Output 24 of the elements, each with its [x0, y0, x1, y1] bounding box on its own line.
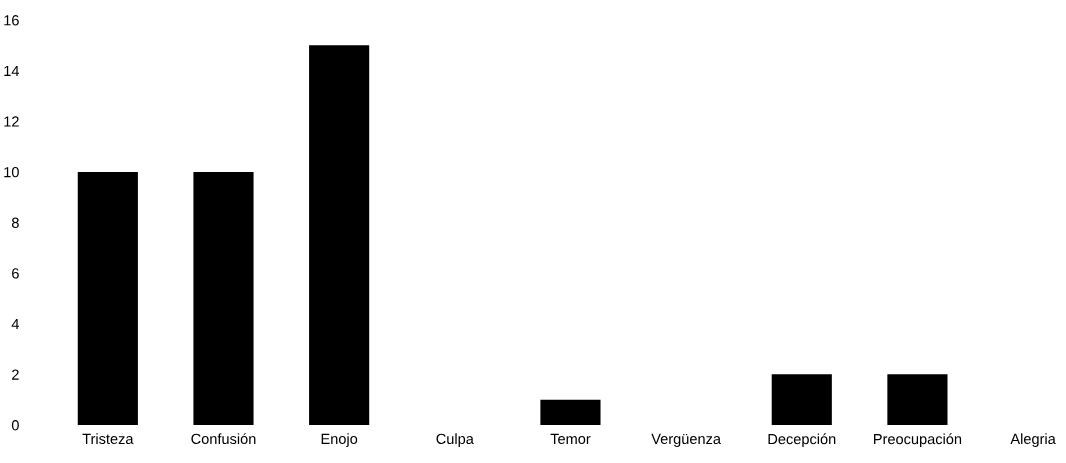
bar [77, 171, 138, 425]
x-tick-label: Confusión [191, 433, 256, 445]
x-tick-label: Decepción [768, 433, 836, 448]
y-tick-label: 4 [11, 319, 20, 330]
y-tick-label: 2 [12, 369, 19, 380]
y-tick-label: 6 [12, 268, 19, 279]
x-tick-label: Tristeza [82, 433, 134, 445]
bar [771, 374, 832, 425]
x-tick-label: Temor [550, 433, 591, 445]
y-tick-label: 14 [4, 65, 20, 76]
y-tick-label: 0 [11, 420, 19, 431]
bar [887, 374, 948, 425]
x-tick-label: Enojo [321, 433, 358, 447]
y-tick-label: 8 [11, 217, 19, 228]
bar [309, 45, 370, 425]
x-tick-label: Preocupación [874, 433, 962, 448]
y-tick-label: 16 [4, 15, 19, 26]
x-tick-label: Vergüenza [651, 433, 721, 447]
bar [540, 399, 601, 425]
y-tick-label: 10 [4, 166, 19, 178]
bar [193, 171, 254, 425]
x-tick-label: Alegria [1010, 433, 1056, 447]
y-tick-label: 12 [4, 116, 19, 127]
x-tick-label: Culpa [436, 433, 474, 447]
